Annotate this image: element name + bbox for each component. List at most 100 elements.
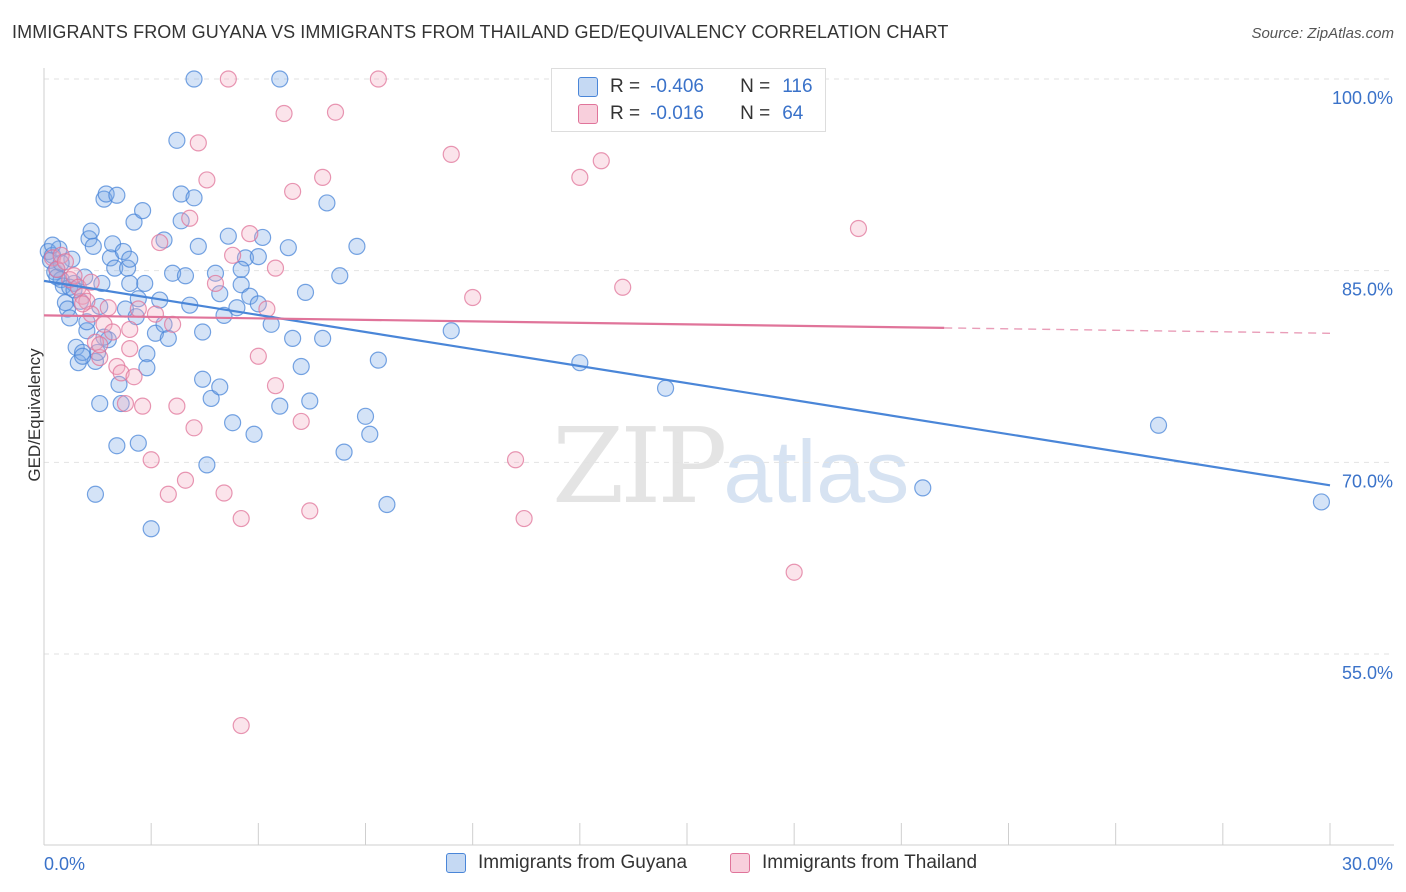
legend-label-thailand: Immigrants from Thailand — [762, 852, 978, 873]
data-point — [172, 185, 190, 203]
data-point — [224, 414, 242, 432]
series-guyana — [39, 70, 1331, 538]
data-point — [369, 70, 387, 88]
data-point — [82, 273, 100, 291]
data-point — [571, 354, 589, 372]
data-point — [121, 274, 139, 293]
data-point — [219, 227, 237, 245]
data-point — [614, 278, 632, 296]
data-point — [232, 509, 250, 528]
y-tick-label: 70.0% — [1342, 471, 1393, 491]
data-point — [146, 305, 165, 323]
data-point — [84, 237, 102, 255]
stats-r-label: R = — [610, 103, 641, 124]
data-point — [202, 389, 220, 408]
data-point — [194, 370, 212, 388]
trendline-thailand — [43, 314, 945, 330]
data-point — [592, 152, 610, 170]
data-point — [78, 322, 96, 340]
data-point — [176, 267, 195, 285]
data-point — [206, 264, 225, 282]
data-point — [133, 397, 152, 415]
y-axis-label-wrap: GED/Equivalency — [20, 300, 50, 540]
data-point — [331, 267, 349, 285]
data-point — [914, 479, 932, 497]
data-point — [284, 329, 302, 347]
data-point — [348, 237, 366, 255]
data-point — [61, 309, 79, 327]
data-point — [275, 104, 293, 123]
data-point — [249, 295, 267, 313]
y-tick-label: 100.0% — [1332, 88, 1393, 108]
data-point — [185, 189, 203, 207]
data-point — [73, 343, 92, 362]
stats-r-value: -0.016 — [650, 103, 704, 124]
data-point — [211, 285, 229, 303]
data-point — [515, 509, 533, 528]
data-point — [241, 225, 259, 243]
stats-n-value: 64 — [782, 103, 804, 124]
y-tick-label: 85.0% — [1342, 280, 1393, 300]
stats-box: R = -0.406 N = 116 R = -0.016 N = 64 — [551, 68, 826, 132]
data-point — [326, 103, 345, 121]
data-point — [224, 246, 242, 264]
x-tick-label: 30.0% — [1342, 854, 1393, 874]
data-point — [86, 485, 105, 503]
data-point — [249, 248, 267, 266]
data-point — [314, 168, 332, 186]
stats-r-label: R = — [610, 76, 641, 97]
data-point — [129, 434, 147, 452]
data-point — [785, 563, 803, 581]
data-point — [314, 329, 332, 347]
data-point — [189, 237, 207, 255]
data-point — [292, 357, 310, 376]
data-point — [121, 320, 139, 339]
data-point — [442, 322, 460, 340]
source-label: Source: ZipAtlas.com — [1251, 25, 1394, 42]
data-point — [656, 379, 675, 397]
y-tick-label: 55.0% — [1342, 663, 1393, 683]
legend-item-thailand[interactable]: Immigrants from Thailand — [730, 852, 977, 874]
data-point — [442, 145, 460, 163]
data-point — [206, 274, 225, 293]
data-point — [56, 253, 75, 271]
data-point — [73, 295, 92, 313]
data-point — [151, 233, 169, 252]
stats-row-guyana: R = -0.406 N = 116 — [578, 74, 813, 100]
data-point — [73, 347, 92, 365]
data-point — [164, 315, 182, 333]
data-point — [296, 283, 315, 301]
data-point — [849, 219, 868, 238]
data-point — [378, 495, 396, 514]
data-point — [91, 336, 109, 354]
data-point — [249, 347, 267, 365]
stats-swatch-thailand — [578, 104, 598, 124]
data-point — [125, 368, 143, 386]
stats-n-label: N = — [740, 76, 771, 97]
data-point — [361, 425, 379, 443]
data-point — [146, 324, 165, 342]
legend-swatch-thailand — [730, 853, 750, 873]
data-point — [232, 276, 250, 294]
data-point — [215, 484, 233, 502]
data-point — [82, 222, 100, 240]
data-point — [129, 300, 147, 318]
legend-item-guyana[interactable]: Immigrants from Guyana — [446, 852, 687, 874]
data-point — [232, 260, 250, 278]
y-axis-label: GED/Equivalency — [25, 348, 44, 482]
data-point — [108, 437, 126, 455]
data-point — [138, 345, 156, 363]
stats-n-value: 116 — [782, 76, 813, 97]
data-point — [106, 259, 124, 277]
stats-n-label: N = — [740, 103, 771, 124]
data-point — [301, 502, 319, 520]
data-point — [159, 485, 177, 503]
data-point — [219, 70, 237, 88]
data-point — [292, 412, 310, 431]
data-point — [121, 340, 139, 358]
data-point — [232, 716, 250, 735]
data-point — [198, 456, 216, 474]
data-point — [112, 394, 130, 413]
stats-swatch-guyana — [578, 77, 598, 97]
data-point — [369, 351, 387, 369]
